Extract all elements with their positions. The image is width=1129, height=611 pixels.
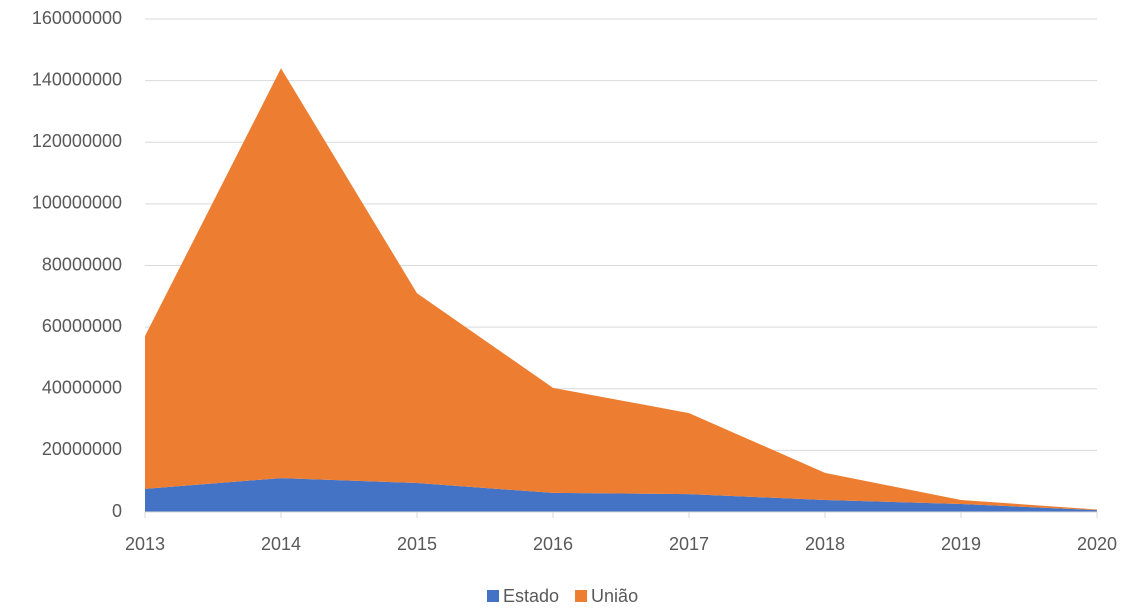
x-tick-label: 2016: [533, 534, 573, 554]
y-tick-label: 0: [112, 501, 122, 521]
y-tick-label: 160000000: [32, 8, 122, 28]
x-tick-label: 2013: [125, 534, 165, 554]
y-tick-label: 80000000: [42, 254, 122, 274]
x-tick-label: 2019: [941, 534, 981, 554]
y-tick-label: 120000000: [32, 131, 122, 151]
x-tick-label: 2017: [669, 534, 709, 554]
legend-swatch: [487, 590, 499, 602]
y-tick-label: 140000000: [32, 69, 122, 89]
legend-label: Estado: [503, 586, 559, 606]
legend: Estado União: [487, 586, 638, 606]
x-tick-label: 2015: [397, 534, 437, 554]
y-tick-label: 60000000: [42, 316, 122, 336]
y-tick-label: 20000000: [42, 439, 122, 459]
y-tick-label: 40000000: [42, 378, 122, 398]
area: [145, 478, 1097, 512]
legend-label: União: [591, 586, 638, 606]
y-tick-label: 100000000: [32, 193, 122, 213]
x-tick-label: 2018: [805, 534, 845, 554]
legend-swatch: [575, 590, 588, 602]
x-tick-label: 2014: [261, 534, 301, 554]
x-tick-label: 2020: [1077, 534, 1117, 554]
area: [145, 68, 1097, 511]
